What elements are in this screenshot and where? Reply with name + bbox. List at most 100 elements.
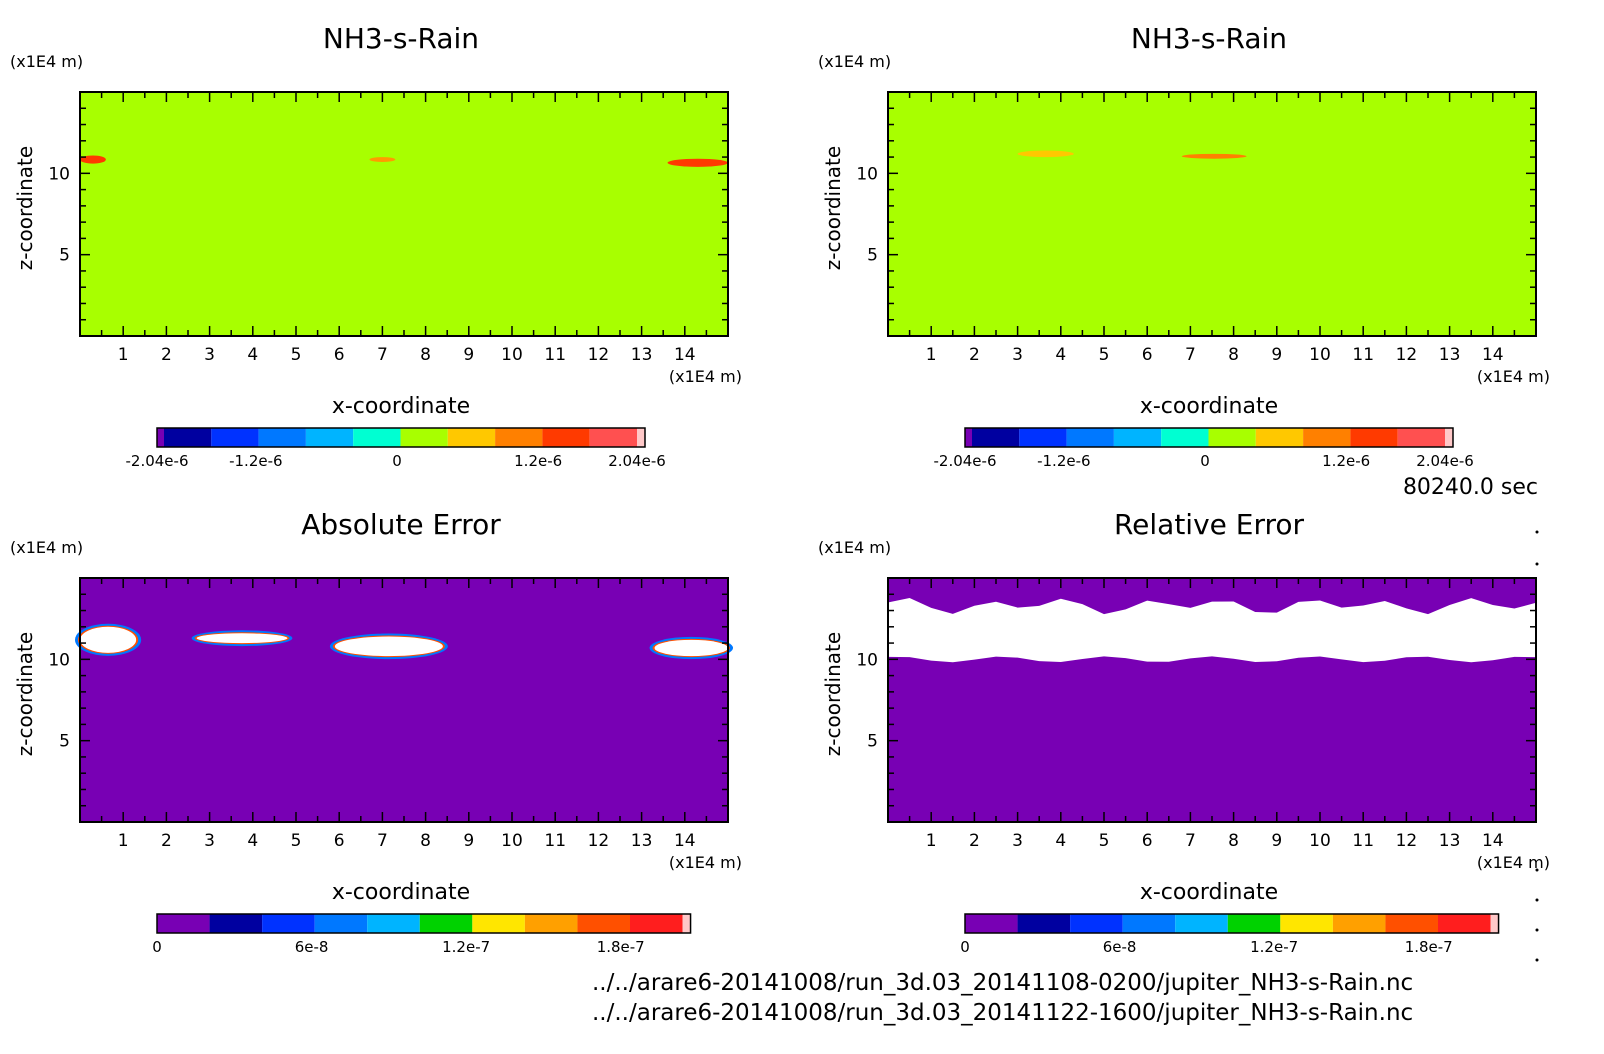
colorbar-segment bbox=[1208, 428, 1256, 447]
colorbar-segment bbox=[314, 914, 368, 933]
x-tick-label: 6 bbox=[1142, 831, 1153, 851]
y-tick-label: 10 bbox=[48, 650, 70, 670]
x-tick-label: 12 bbox=[588, 345, 610, 365]
x-unit-label: (x1E4 m) bbox=[669, 367, 742, 386]
x-tick-label: 10 bbox=[501, 831, 523, 851]
y-axis-label: z-coordinate bbox=[13, 146, 37, 270]
colorbar-segment bbox=[164, 428, 212, 447]
panel-title: NH3-s-Rain bbox=[1131, 22, 1287, 55]
x-tick-label: 6 bbox=[334, 345, 345, 365]
y-tick-label: 10 bbox=[856, 164, 878, 184]
y-tick-label: 5 bbox=[59, 246, 70, 266]
colorbar-segment bbox=[1280, 914, 1333, 933]
margin-dot bbox=[1535, 958, 1539, 962]
x-tick-label: 7 bbox=[1185, 831, 1196, 851]
x-axis-label: x-coordinate bbox=[1140, 394, 1278, 419]
colorbar-tick-label: 1.2e-6 bbox=[1322, 452, 1370, 470]
y-tick-label: 5 bbox=[59, 732, 70, 752]
colorbar-segment bbox=[1175, 914, 1228, 933]
x-unit-label: (x1E4 m) bbox=[1477, 853, 1550, 872]
x-tick-label: 9 bbox=[463, 345, 474, 365]
y-unit-label: (x1E4 m) bbox=[10, 538, 83, 557]
x-tick-label: 13 bbox=[1439, 831, 1461, 851]
x-tick-label: 14 bbox=[1482, 831, 1504, 851]
x-tick-label: 5 bbox=[1099, 345, 1110, 365]
colorbar-frame bbox=[964, 913, 1500, 934]
x-tick-label: 12 bbox=[1396, 345, 1418, 365]
x-tick-label: 7 bbox=[377, 345, 388, 365]
x-tick-label: 10 bbox=[501, 345, 523, 365]
colorbar-segment bbox=[305, 428, 354, 447]
colorbar-segment bbox=[1017, 914, 1071, 933]
x-tick-label: 2 bbox=[161, 345, 172, 365]
x-axis-label: x-coordinate bbox=[1140, 880, 1278, 905]
data-region bbox=[1017, 150, 1074, 158]
x-unit-label: (x1E4 m) bbox=[1477, 367, 1550, 386]
colorbar-segment bbox=[524, 914, 578, 933]
colorbar-segment bbox=[577, 914, 630, 933]
x-tick-label: 11 bbox=[1352, 831, 1374, 851]
x-axis-label: x-coordinate bbox=[332, 394, 470, 419]
x-tick-label: 14 bbox=[1482, 345, 1504, 365]
colorbar-tick-label: 1.8e-7 bbox=[597, 938, 645, 956]
colorbar-segment bbox=[682, 914, 691, 933]
x-tick-label: 8 bbox=[420, 345, 431, 365]
x-tick-label: 4 bbox=[247, 345, 258, 365]
x-tick-label: 11 bbox=[544, 345, 566, 365]
x-tick-label: 9 bbox=[1271, 345, 1282, 365]
data-region bbox=[196, 633, 288, 644]
colorbar-segment bbox=[1066, 428, 1114, 447]
y-unit-label: (x1E4 m) bbox=[818, 52, 891, 71]
margin-dot bbox=[1535, 530, 1539, 534]
x-tick-label: 3 bbox=[204, 831, 215, 851]
data-region bbox=[654, 639, 729, 657]
x-tick-label: 8 bbox=[420, 831, 431, 851]
colorbar-segment bbox=[211, 428, 259, 447]
x-tick-label: 12 bbox=[1396, 831, 1418, 851]
colorbar-tick-label: 6e-8 bbox=[295, 938, 329, 956]
colorbar-segment bbox=[637, 428, 645, 447]
x-tick-label: 5 bbox=[291, 831, 302, 851]
colorbar-segment bbox=[258, 428, 306, 447]
colorbar-segment bbox=[589, 428, 637, 447]
colorbar-segment bbox=[1227, 914, 1281, 933]
colorbar-segment bbox=[965, 914, 1018, 933]
colorbar-segment bbox=[495, 428, 543, 447]
colorbar-tick-label: 1.8e-7 bbox=[1405, 938, 1453, 956]
colorbar-tick-label: 1.2e-7 bbox=[442, 938, 490, 956]
colorbar-segment bbox=[157, 428, 164, 447]
x-tick-label: 9 bbox=[463, 831, 474, 851]
data-region bbox=[80, 626, 137, 653]
colorbar-tick-label: 0 bbox=[960, 938, 970, 956]
x-tick-label: 3 bbox=[1012, 345, 1023, 365]
colorbar-tick-label: 0 bbox=[1200, 452, 1210, 470]
colorbar-tick-label: -2.04e-6 bbox=[126, 452, 189, 470]
y-tick-label: 5 bbox=[867, 246, 878, 266]
x-tick-label: 4 bbox=[1055, 831, 1066, 851]
x-tick-label: 2 bbox=[969, 345, 980, 365]
x-tick-label: 10 bbox=[1309, 345, 1331, 365]
colorbar-segment bbox=[630, 914, 683, 933]
x-tick-label: 7 bbox=[377, 831, 388, 851]
margin-dot bbox=[1535, 562, 1539, 566]
x-tick-label: 13 bbox=[1439, 345, 1461, 365]
colorbar-tick-label: 1.2e-7 bbox=[1250, 938, 1298, 956]
data-region bbox=[667, 158, 728, 167]
y-tick-label: 10 bbox=[48, 164, 70, 184]
colorbar-tick-label: -2.04e-6 bbox=[934, 452, 997, 470]
colorbar-segment bbox=[1332, 914, 1386, 933]
x-tick-label: 9 bbox=[1271, 831, 1282, 851]
panel-title: Absolute Error bbox=[301, 508, 501, 541]
colorbar-segment bbox=[1161, 428, 1209, 447]
colorbar-segment bbox=[367, 914, 420, 933]
x-tick-label: 13 bbox=[631, 345, 653, 365]
colorbar-tick-label: 0 bbox=[392, 452, 402, 470]
x-tick-label: 3 bbox=[1012, 831, 1023, 851]
colorbar-segment bbox=[965, 428, 972, 447]
colorbar-segment bbox=[1019, 428, 1067, 447]
plot-background bbox=[80, 578, 728, 822]
panel-title: Relative Error bbox=[1114, 508, 1305, 541]
margin-dot bbox=[1535, 898, 1539, 902]
x-tick-label: 13 bbox=[631, 831, 653, 851]
